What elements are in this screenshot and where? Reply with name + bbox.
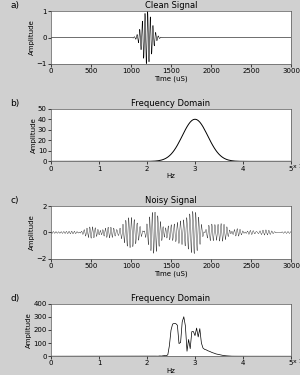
Text: a): a) <box>10 1 19 10</box>
X-axis label: Hz: Hz <box>167 368 176 374</box>
Title: Clean Signal: Clean Signal <box>145 2 197 10</box>
Text: d): d) <box>10 294 20 303</box>
Y-axis label: Amplitude: Amplitude <box>26 312 32 348</box>
Y-axis label: Amplitude: Amplitude <box>29 20 35 56</box>
X-axis label: Time (uS): Time (uS) <box>154 75 188 82</box>
Title: Noisy Signal: Noisy Signal <box>145 196 197 206</box>
Y-axis label: Amplitude: Amplitude <box>29 214 35 250</box>
Text: x 10^4: x 10^4 <box>293 164 300 169</box>
Title: Frequency Domain: Frequency Domain <box>131 99 211 108</box>
Text: c): c) <box>10 196 19 205</box>
Y-axis label: Amplitude: Amplitude <box>30 117 36 153</box>
X-axis label: Time (uS): Time (uS) <box>154 270 188 277</box>
X-axis label: Hz: Hz <box>167 173 176 179</box>
Text: x 10^4: x 10^4 <box>293 359 300 364</box>
Text: b): b) <box>10 99 20 108</box>
Title: Frequency Domain: Frequency Domain <box>131 294 211 303</box>
